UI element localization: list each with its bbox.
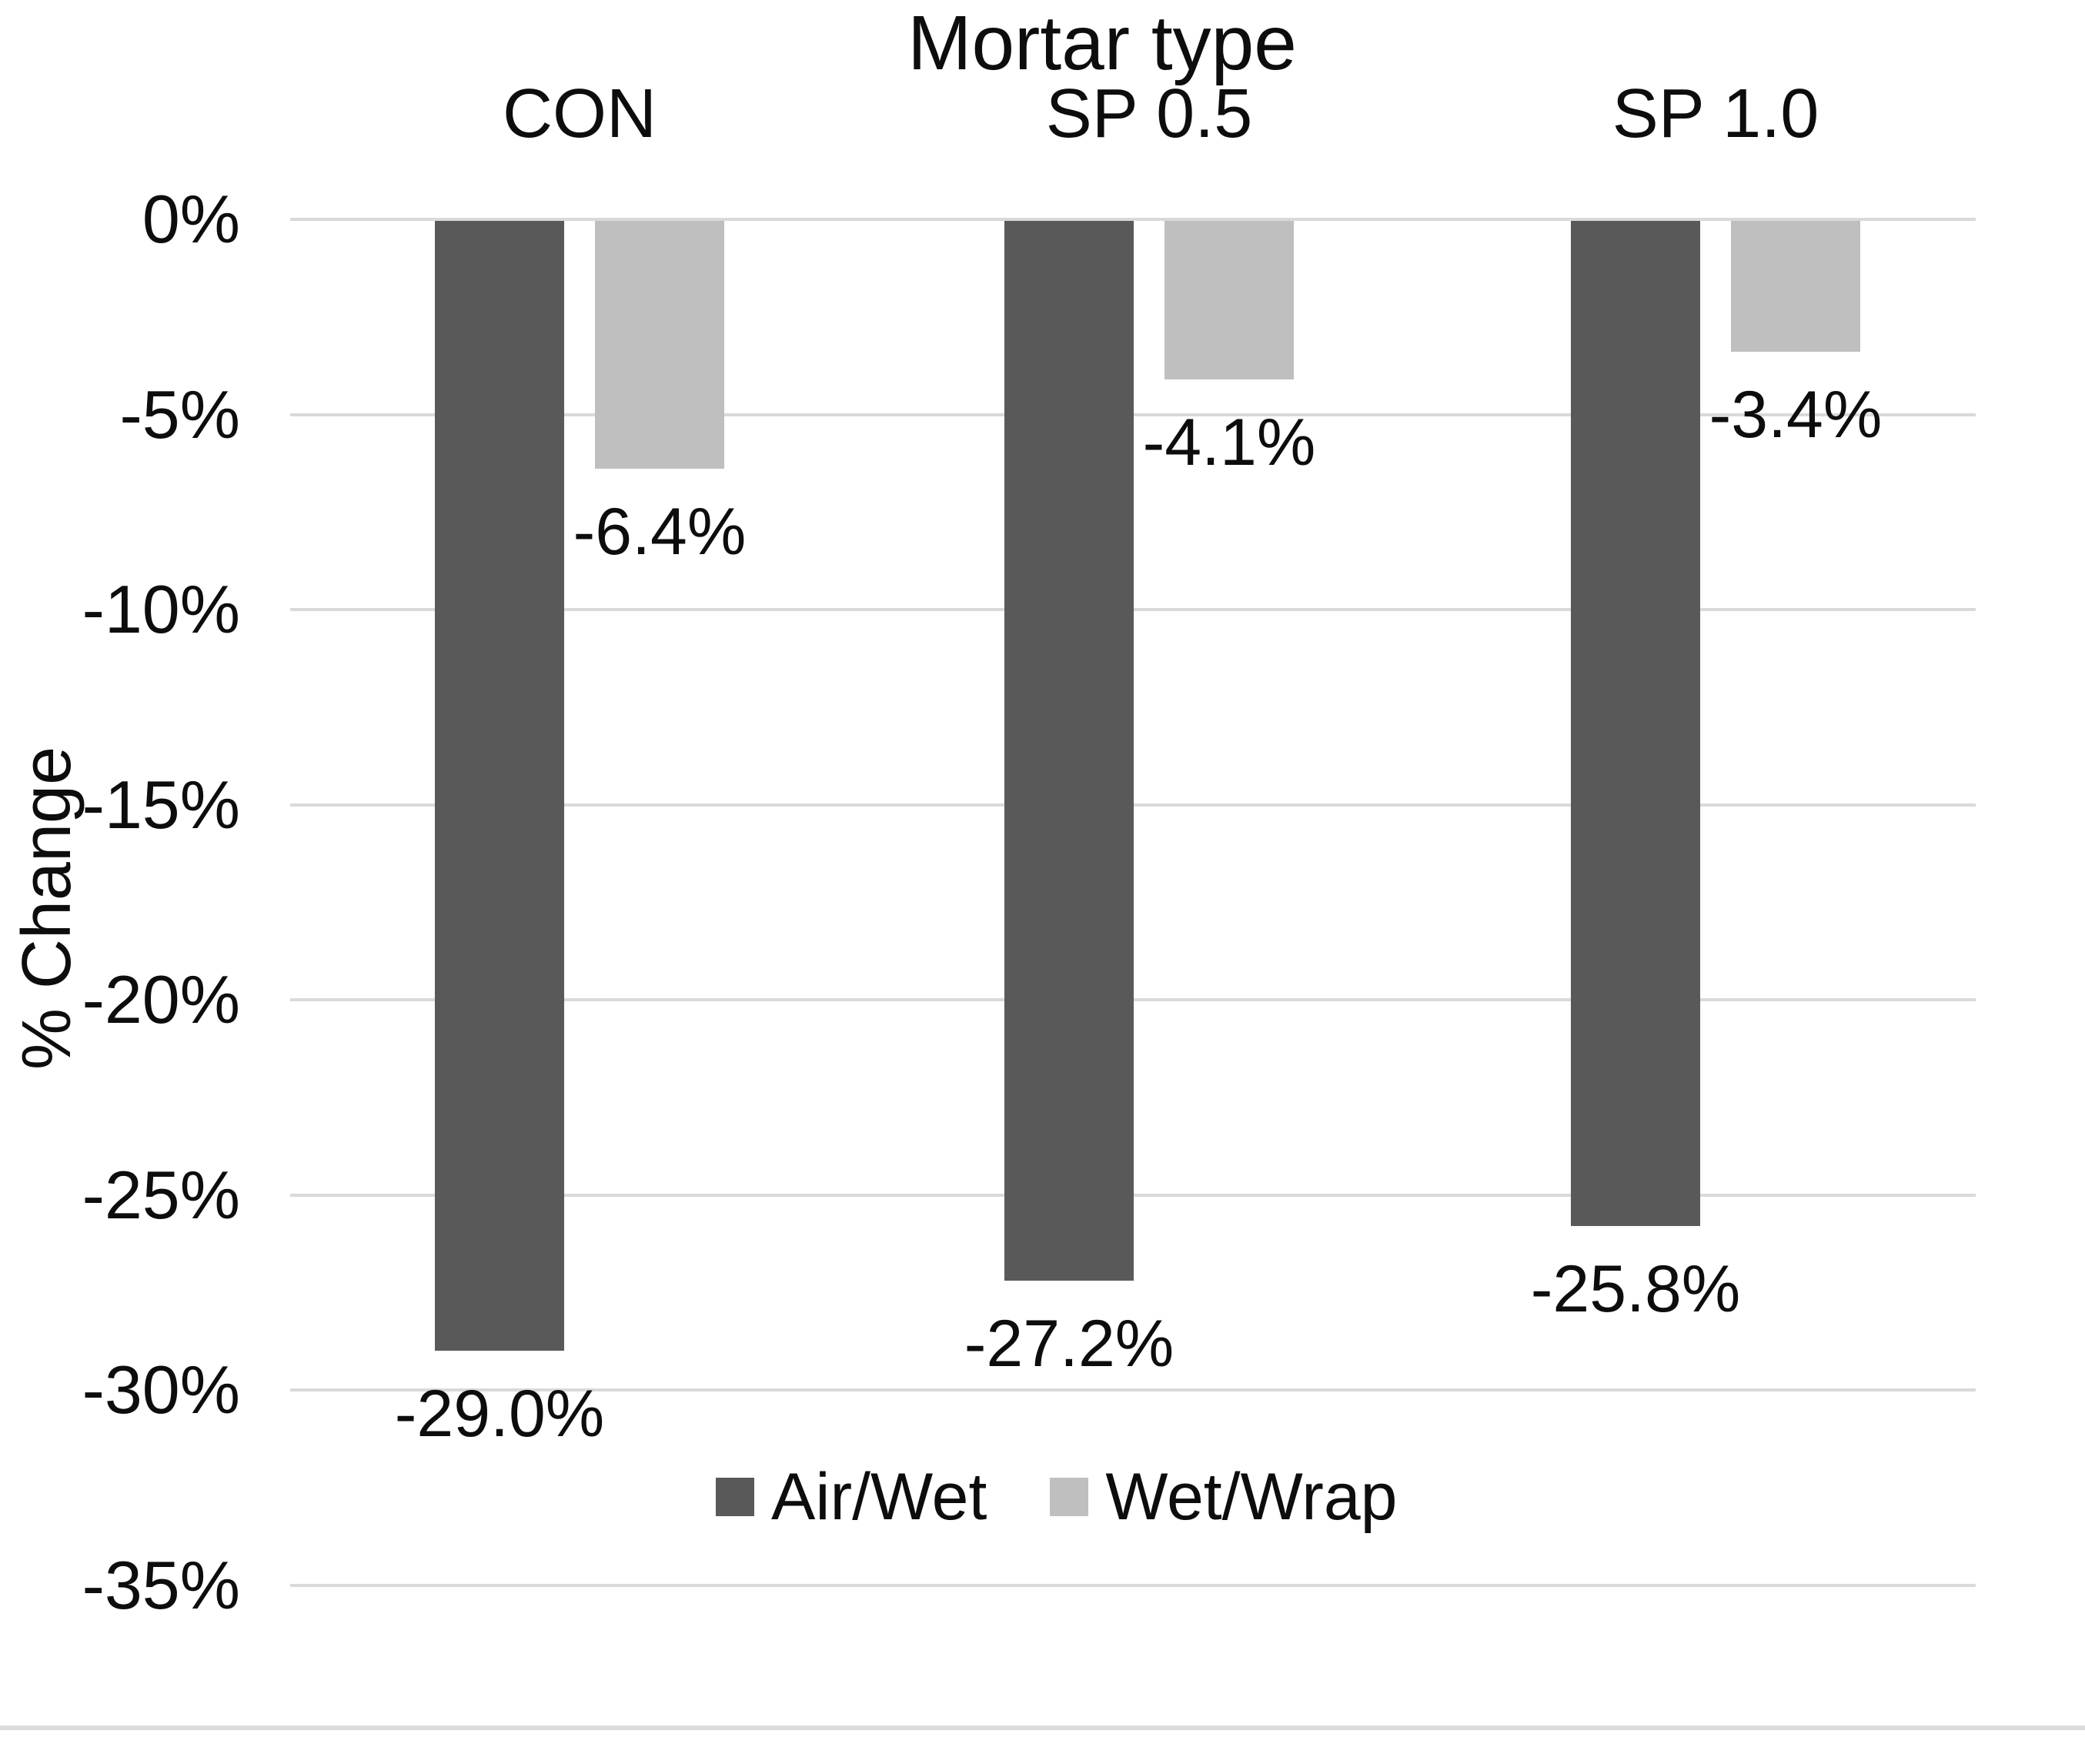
y-tick-label-0%: 0% <box>142 181 240 257</box>
y-tick-label--5%: -5% <box>119 376 241 453</box>
bar-air-wet-sp-0.5 <box>1004 221 1134 1281</box>
gridline--35% <box>290 1584 1976 1587</box>
bar-wet-wrap-con <box>595 221 724 469</box>
legend-item-wet-wrap: Wet/Wrap <box>1050 1460 1398 1534</box>
legend: Air/Wet Wet/Wrap <box>716 1461 1398 1533</box>
legend-label-air-wet: Air/Wet <box>771 1460 987 1534</box>
x-group-label-sp-1.0: SP 1.0 <box>1612 75 1819 152</box>
legend-label-wet-wrap: Wet/Wrap <box>1105 1460 1398 1534</box>
y-axis-title: % Change <box>8 746 85 1071</box>
gridline-0% <box>290 218 1976 221</box>
data-label-wet-wrap-con: -6.4% <box>573 495 747 569</box>
legend-item-air-wet: Air/Wet <box>716 1461 987 1533</box>
gridline--30% <box>290 1388 1976 1391</box>
data-label-air-wet-sp-0.5: -27.2% <box>964 1307 1174 1381</box>
y-tick-label--15%: -15% <box>82 767 240 843</box>
x-group-label-con: CON <box>503 75 657 152</box>
y-tick-label--35%: -35% <box>82 1547 240 1623</box>
legend-swatch-wet-wrap <box>1050 1478 1089 1516</box>
chart-title: Mortar type <box>907 0 1297 86</box>
bar-wet-wrap-sp-1.0 <box>1731 221 1860 352</box>
data-label-air-wet-sp-1.0: -25.8% <box>1530 1252 1741 1326</box>
y-tick-label--20%: -20% <box>82 961 240 1037</box>
y-tick-label--30%: -30% <box>82 1351 240 1428</box>
data-label-wet-wrap-sp-0.5: -4.1% <box>1142 406 1316 479</box>
y-tick-label--10%: -10% <box>82 571 240 647</box>
bar-air-wet-con <box>435 221 564 1351</box>
legend-swatch-air-wet <box>716 1478 754 1516</box>
x-group-label-sp-0.5: SP 0.5 <box>1045 75 1253 152</box>
bar-air-wet-sp-1.0 <box>1571 221 1700 1226</box>
data-label-wet-wrap-sp-1.0: -3.4% <box>1709 378 1883 452</box>
y-tick-label--25%: -25% <box>82 1157 240 1233</box>
bottom-border-line <box>0 1726 2085 1730</box>
data-label-air-wet-con: -29.0% <box>394 1377 605 1451</box>
bar-wet-wrap-sp-0.5 <box>1164 221 1294 379</box>
